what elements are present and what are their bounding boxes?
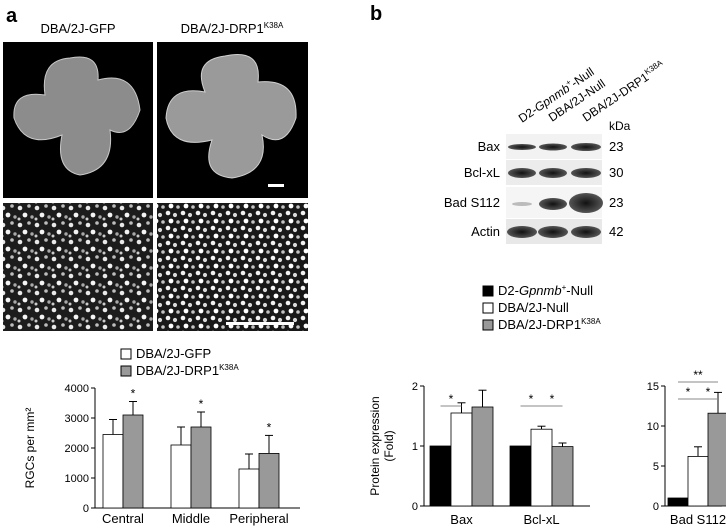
retina-flatmount-drp1 bbox=[165, 54, 297, 179]
kda-bad-s112: 23 bbox=[609, 195, 623, 210]
legend-swatch-drp1 bbox=[120, 365, 132, 377]
bar bbox=[102, 434, 124, 509]
y-tick-label: 10 bbox=[647, 421, 659, 433]
x-category-label: Bax bbox=[450, 512, 473, 527]
kda-bcl-xl: 30 bbox=[609, 165, 623, 180]
significance-star: * bbox=[529, 392, 534, 406]
scale-bar-top bbox=[268, 184, 284, 187]
panel-a-letter: a bbox=[6, 5, 18, 27]
legend-label-drp1: DBA/2J-DRP1K38A bbox=[136, 363, 239, 378]
y-tick-label: 4000 bbox=[65, 383, 89, 395]
blot-label-bcl-xl: Bcl-xL bbox=[464, 165, 500, 180]
chart-rgc-density: 0 1000 2000 3000 4000 RGCs per mm² Central Midd… bbox=[23, 383, 300, 526]
blot-actin bbox=[506, 219, 602, 244]
legend-label-dba-null: DBA/2J-Null bbox=[498, 300, 569, 315]
bar bbox=[471, 406, 494, 507]
significance-star: * bbox=[706, 385, 711, 399]
y-tick-label: 15 bbox=[647, 381, 659, 393]
legend-swatch-dba-drp1 bbox=[482, 319, 494, 331]
legend-label-d2-null: D2-Gpnmb+-Null bbox=[498, 283, 593, 298]
y-tick-label: 2000 bbox=[65, 443, 89, 455]
bar bbox=[450, 412, 473, 507]
bar bbox=[509, 445, 532, 507]
x-category-label: Central bbox=[102, 511, 144, 526]
blot-label-bax: Bax bbox=[478, 139, 501, 154]
rgc-image-gfp bbox=[3, 203, 153, 331]
y-tick-label: 3000 bbox=[65, 413, 89, 425]
col-label-gfp: DBA/2J-GFP bbox=[40, 21, 115, 36]
bar bbox=[258, 452, 280, 509]
legend-swatch-dba-null bbox=[482, 302, 494, 314]
blot-bcl-xl bbox=[506, 160, 602, 185]
x-category-label: Bcl-xL bbox=[523, 512, 559, 527]
significance-star: * bbox=[686, 385, 691, 399]
bar bbox=[707, 412, 726, 507]
legend-swatch-d2-null bbox=[482, 285, 494, 297]
x-category-label: Middle bbox=[172, 511, 210, 526]
bar bbox=[530, 428, 553, 507]
blot-label-actin: Actin bbox=[471, 224, 500, 239]
blot-bad-s112 bbox=[506, 187, 603, 218]
significance-star: * bbox=[550, 392, 555, 406]
y-axis-label: Protein expression bbox=[368, 396, 382, 495]
bar bbox=[687, 455, 709, 507]
x-category-label: Peripheral bbox=[229, 511, 288, 526]
y-tick-label: 0 bbox=[653, 501, 659, 513]
y-tick-label: 1000 bbox=[65, 473, 89, 485]
blot-bax bbox=[506, 134, 602, 159]
chart-protein-expression: 0 1 2 Protein expression (Fold) Bax Bcl-xL * * * bbox=[368, 381, 590, 527]
bar bbox=[551, 446, 574, 507]
y-tick-label: 5 bbox=[653, 461, 659, 473]
y-tick-label: 2 bbox=[412, 381, 418, 393]
significance-star: * bbox=[131, 387, 136, 401]
bar bbox=[238, 468, 260, 509]
bar bbox=[667, 497, 689, 507]
kda-actin: 42 bbox=[609, 224, 623, 239]
bar bbox=[170, 444, 192, 509]
legend-swatch-gfp bbox=[120, 348, 132, 360]
col-label-drp1: DBA/2J-DRP1K38A bbox=[181, 21, 284, 36]
y-tick-label: 0 bbox=[83, 503, 89, 515]
y-axis-label: RGCs per mm² bbox=[23, 408, 37, 489]
y-tick-label: 1 bbox=[412, 441, 418, 453]
retina-flatmount-gfp bbox=[13, 56, 141, 176]
y-axis-label-unit: (Fold) bbox=[382, 430, 396, 461]
significance-star: ** bbox=[693, 368, 703, 382]
bar bbox=[190, 426, 212, 509]
bar bbox=[122, 414, 144, 509]
rgc-image-drp1 bbox=[157, 203, 308, 331]
legend-label-gfp: DBA/2J-GFP bbox=[136, 346, 211, 361]
legend-label-dba-drp1: DBA/2J-DRP1K38A bbox=[498, 317, 601, 332]
significance-star: * bbox=[199, 397, 204, 411]
kda-header: kDa bbox=[609, 119, 631, 133]
significance-star: * bbox=[267, 420, 272, 434]
x-category-label: Bad S112 bbox=[670, 512, 726, 527]
significance-star: * bbox=[449, 392, 454, 406]
panel-b-letter: b bbox=[370, 3, 382, 25]
blot-label-bad-s112: Bad S112 bbox=[444, 195, 500, 210]
y-tick-label: 0 bbox=[412, 501, 418, 513]
bar bbox=[429, 445, 452, 507]
scale-bar-bottom bbox=[226, 322, 294, 325]
kda-bax: 23 bbox=[609, 139, 623, 154]
